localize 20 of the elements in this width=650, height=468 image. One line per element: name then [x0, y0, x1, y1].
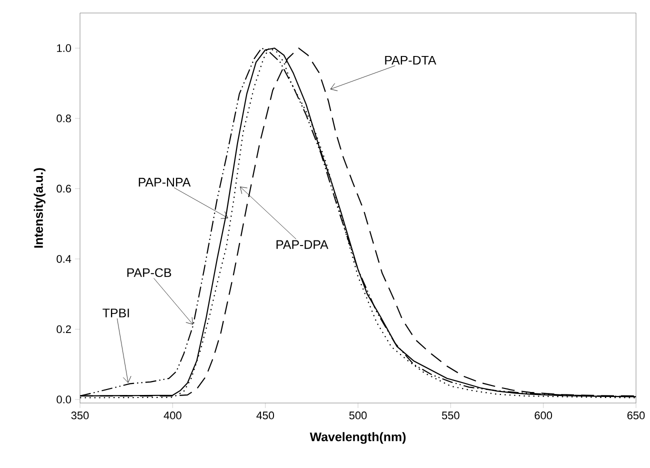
x-tick-label: 600	[534, 412, 552, 420]
y-tick-label: 0.8	[56, 114, 71, 122]
y-tick-label: 0.0	[56, 396, 72, 404]
x-tick-label: 650	[627, 412, 645, 420]
y-tick-label: 0.4	[56, 255, 72, 263]
annotation: PAP-CB	[127, 268, 172, 278]
y-tick-label: 0.6	[56, 184, 71, 193]
x-tick-label: 500	[349, 412, 367, 420]
y-tick-label: 0.2	[56, 325, 71, 334]
x-tick-label: 450	[256, 412, 274, 420]
x-tick-label: 350	[71, 412, 89, 420]
annotation: PAP-DPA	[276, 240, 328, 249]
annotation: PAP-NPA	[138, 178, 191, 186]
annotation: TPBI	[102, 308, 129, 318]
x-tick-label: 400	[164, 412, 182, 420]
x-tick-label: 550	[442, 412, 460, 420]
annotation: PAP-DTA	[385, 56, 436, 65]
x-axis-title: Wavelength(nm)	[310, 432, 406, 444]
y-axis-title: Intensity(a.u.)	[34, 168, 46, 248]
y-tick-label: 1.0	[57, 44, 72, 52]
